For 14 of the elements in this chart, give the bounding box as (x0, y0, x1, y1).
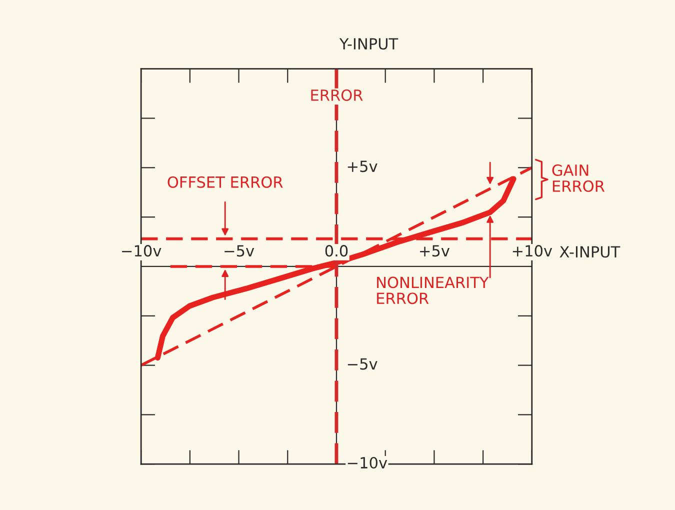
y-tick-label: +5v (348, 160, 378, 172)
x-tick-label: +10v (512, 245, 552, 257)
x-tick-label: 0.0 (325, 245, 348, 257)
ref-line-label: ERROR (311, 89, 363, 101)
y-tick-label: −5v (348, 358, 378, 370)
x-tick-label: +5v (420, 245, 450, 257)
annotation: NONLINEARITY ERROR (377, 276, 489, 304)
y-tick-label: −10v (348, 456, 388, 469)
text: GAIN ERROR (552, 164, 605, 192)
x-tick-label: −10v (122, 245, 162, 257)
x-axis-title: X-INPUT (560, 246, 620, 258)
x-tick-label: −5v (224, 245, 254, 257)
y-axis-title: Y-INPUT (339, 38, 398, 50)
annotation: OFFSET ERROR (168, 176, 283, 188)
